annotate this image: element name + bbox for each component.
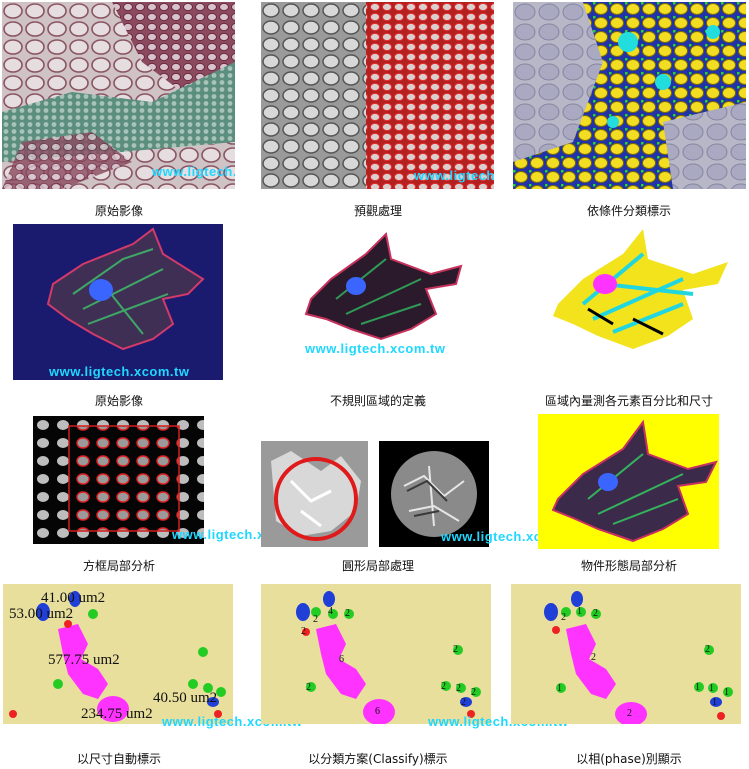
- tissue-image: [2, 2, 235, 189]
- class-label: 2: [441, 681, 446, 692]
- caption-box-analysis: 方框局部分析: [82, 559, 155, 573]
- phase-label: 1: [557, 683, 562, 694]
- phase-label: 1: [712, 697, 717, 708]
- preprocessed-image: [261, 2, 494, 189]
- caption-classified-labeling: 依條件分類標示: [586, 204, 671, 218]
- panel-original-tissue: www.ligtech.xcom.tw: [2, 2, 235, 189]
- caption-irregular-region: 不規則區域的定義: [329, 394, 426, 408]
- panel-original-cell: www.ligtech.xcom.tw: [13, 224, 223, 380]
- class-label: 2: [313, 614, 318, 625]
- panel-box-analysis: [33, 416, 204, 544]
- watermark: www.ligtech.xcom.tw: [49, 364, 190, 379]
- phase-label: 2: [561, 612, 566, 623]
- area-label: 53.00 um2: [9, 606, 74, 622]
- panel-region-measurement: [543, 224, 733, 360]
- shape-analysis-image: [538, 414, 719, 549]
- caption-original-image: 原始影像: [94, 204, 143, 218]
- caption-circle-processing: 圓形局部處理: [341, 559, 414, 573]
- class-label: 2: [453, 644, 458, 655]
- panel-phase-labeling: 2 1 2 2 2 1 1 1 1 1 2: [511, 584, 741, 724]
- box-analysis-image: [33, 416, 204, 544]
- circle-processing-image: [261, 441, 368, 547]
- phase-label: 1: [695, 682, 700, 693]
- classified-image: [513, 2, 746, 189]
- watermark: www.ligtech.xcom.tw: [305, 341, 446, 356]
- caption-preprocessing: 預觀處理: [353, 204, 402, 218]
- class-label: 2: [306, 682, 311, 693]
- phase-labeling-image: [511, 584, 741, 724]
- watermark: www.ligtech.xcom.tw: [152, 164, 235, 179]
- panel-shape-analysis: [538, 414, 719, 549]
- area-label: 41.00 um2: [41, 590, 106, 606]
- panel-classify-labeling: 2 4 2 2 6 2 2 2 2 2 2 6: [261, 584, 491, 724]
- size-labeling-image: [3, 584, 233, 724]
- region-measurement-image: [543, 224, 733, 360]
- panel-irregular-region: [291, 224, 471, 354]
- panel-circle-processing-right: [379, 441, 489, 547]
- fluorescent-cell-image: [13, 224, 223, 380]
- caption-original-image-2: 原始影像: [94, 394, 143, 408]
- classify-labeling-image: [261, 584, 491, 724]
- class-label: 2: [301, 626, 306, 637]
- caption-classify-labeling: 以分類方案(Classify)標示: [308, 752, 448, 766]
- caption-size-labeling: 以尺寸自動標示: [76, 752, 161, 766]
- class-label: 2: [456, 683, 461, 694]
- area-label: 40.50 um2: [153, 690, 218, 706]
- phase-label: 2: [627, 708, 632, 719]
- class-label: 6: [339, 654, 344, 665]
- phase-label: 1: [724, 687, 729, 698]
- panel-preprocessed-tissue: www.ligtech.xcom.tw: [261, 2, 494, 189]
- caption-phase-labeling: 以相(phase)別顯示: [576, 752, 682, 766]
- caption-region-measurement: 區域內量測各元素百分比和尺寸: [544, 394, 713, 408]
- class-label: 2: [461, 697, 466, 708]
- phase-label: 2: [591, 652, 596, 663]
- caption-shape-analysis: 物件形態局部分析: [580, 559, 677, 573]
- class-label: 4: [328, 606, 333, 617]
- phase-label: 2: [593, 608, 598, 619]
- panel-circle-processing-left: [261, 441, 368, 547]
- class-label: 6: [375, 706, 380, 717]
- phase-label: 1: [709, 683, 714, 694]
- class-label: 2: [471, 687, 476, 698]
- circle-result-image: [379, 441, 489, 547]
- panel-size-labeling: 41.00 um2 53.00 um2 577.75 um2 40.50 um2…: [3, 584, 233, 724]
- class-label: 2: [345, 608, 350, 619]
- panel-classified-tissue: [513, 2, 746, 189]
- phase-label: 2: [705, 644, 710, 655]
- irregular-region-image: [291, 224, 471, 354]
- area-label: 577.75 um2: [48, 652, 120, 668]
- watermark: www.ligtech.xcom.tw: [414, 168, 494, 183]
- area-label: 234.75 um2: [81, 706, 153, 722]
- phase-label: 1: [577, 606, 582, 617]
